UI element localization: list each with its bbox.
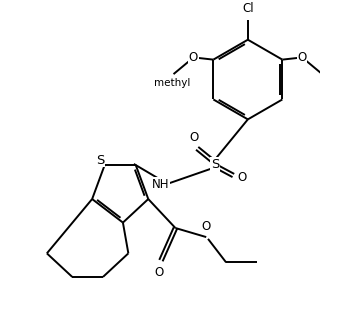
Text: O: O bbox=[238, 171, 247, 184]
Text: methyl: methyl bbox=[154, 78, 190, 89]
Text: O: O bbox=[298, 51, 307, 64]
Text: O: O bbox=[154, 266, 164, 279]
Text: O: O bbox=[189, 131, 198, 144]
Text: S: S bbox=[96, 154, 105, 167]
Text: S: S bbox=[211, 158, 219, 171]
Text: NH: NH bbox=[152, 178, 170, 191]
Text: O: O bbox=[189, 51, 198, 64]
Text: O: O bbox=[202, 220, 211, 233]
Text: Cl: Cl bbox=[242, 2, 254, 16]
